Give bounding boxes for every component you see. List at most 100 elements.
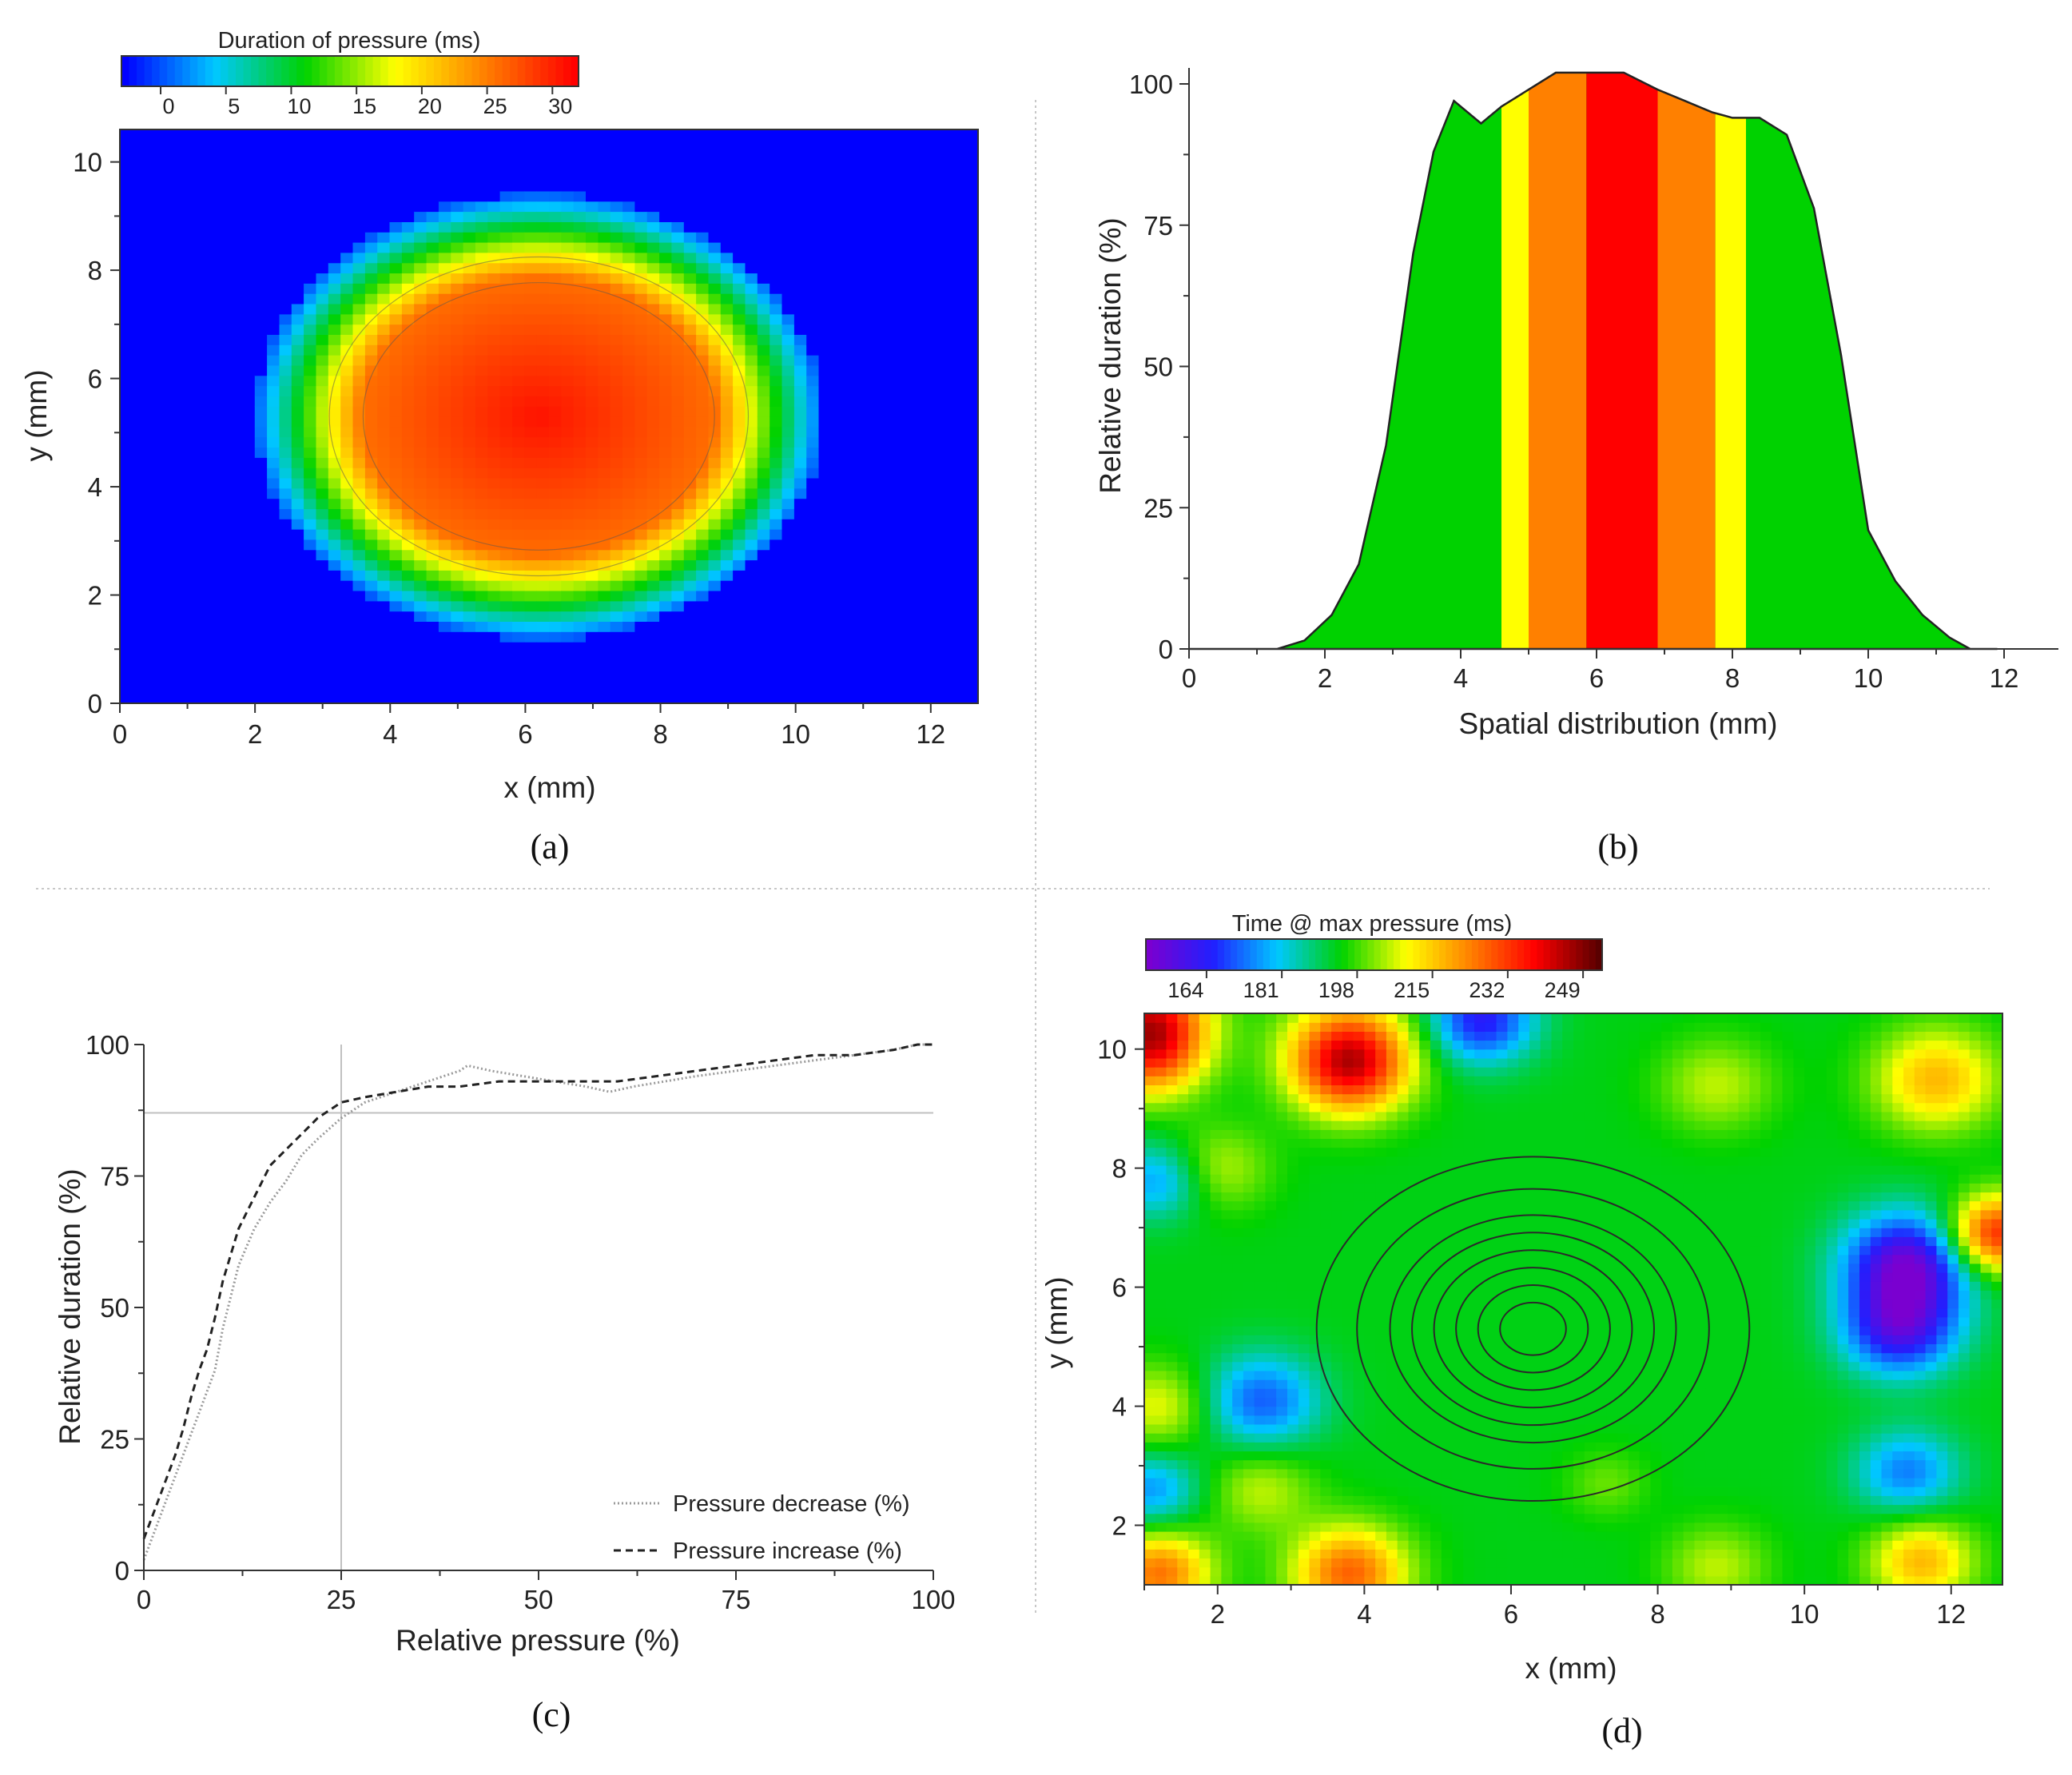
heat-cell: [683, 539, 697, 551]
heat-cell: [524, 672, 538, 683]
heat-cell: [328, 693, 341, 704]
heat-cell: [304, 232, 316, 243]
heat-cell: [1199, 1566, 1211, 1577]
heat-cell: [855, 621, 869, 632]
heat-cell: [1221, 1531, 1233, 1541]
heat-cell: [806, 396, 820, 407]
heat-cell: [818, 498, 832, 509]
heat-cell: [573, 201, 587, 213]
heat-cell: [205, 488, 219, 499]
heat-cell: [1210, 1192, 1222, 1202]
y-tick-label: 75: [1143, 211, 1173, 241]
heat-cell: [683, 498, 697, 509]
heat-cell: [1155, 1067, 1167, 1077]
heat-cell: [487, 651, 501, 663]
heat-cell: [1276, 1245, 1288, 1256]
heat-cell: [1188, 1388, 1200, 1398]
heat-cell: [745, 324, 758, 335]
heat-cell: [499, 447, 513, 458]
heat-cell: [793, 364, 807, 376]
heat-cell: [1287, 1531, 1299, 1541]
heat-cell: [1166, 1504, 1178, 1514]
heat-cell: [965, 273, 979, 284]
heat-cell: [549, 304, 562, 315]
heat-cell: [512, 396, 525, 407]
heat-cell: [426, 591, 439, 602]
heat-cell: [230, 364, 243, 376]
heat-cell: [1177, 1022, 1189, 1032]
heat-cell: [1221, 1076, 1233, 1085]
heat-cell: [499, 662, 513, 674]
heat-cell: [193, 447, 206, 458]
heat-cell: [733, 262, 746, 274]
heat-cell: [144, 201, 157, 213]
heat-cell: [536, 262, 550, 274]
heat-cell: [352, 252, 366, 264]
heat-cell: [364, 181, 378, 192]
heat-cell: [242, 621, 256, 632]
heat-cell: [475, 477, 488, 489]
heat-cell: [254, 293, 268, 304]
heat-cell: [573, 396, 587, 407]
heat-cell: [205, 190, 219, 202]
heat-cell: [770, 160, 783, 171]
heat-cell: [512, 683, 525, 694]
heat-cell: [1221, 1370, 1233, 1380]
heat-cell: [414, 600, 428, 612]
heat-cell: [917, 662, 930, 674]
heat-cell: [304, 283, 316, 294]
heat-cell: [1265, 1129, 1277, 1139]
heat-cell: [757, 304, 770, 315]
heat-cell: [1155, 1120, 1167, 1130]
heat-cell: [304, 549, 316, 561]
heat-cell: [217, 283, 231, 294]
heat-cell: [304, 457, 316, 468]
heat-cell: [524, 139, 538, 151]
heat-cell: [818, 232, 832, 243]
heat-cell: [917, 375, 930, 387]
heat-cell: [659, 457, 672, 468]
heat-cell: [217, 683, 231, 694]
heat-cell: [880, 591, 893, 602]
heat-cell: [1243, 1477, 1255, 1487]
heat-cell: [683, 436, 697, 448]
heat-cell: [279, 591, 292, 602]
heat-cell: [1166, 1067, 1178, 1077]
heat-cell: [524, 508, 538, 519]
heat-cell: [830, 242, 844, 253]
heat-cell: [1155, 1183, 1167, 1193]
heat-cell: [377, 642, 391, 653]
heat-cell: [1287, 1549, 1299, 1559]
colorbar-tick-label: 20: [418, 94, 442, 118]
heat-cell: [242, 488, 256, 499]
heat-cell: [316, 334, 329, 345]
heat-cell: [770, 436, 783, 448]
heat-cell: [499, 324, 513, 335]
heat-cell: [316, 324, 329, 335]
heat-cell: [316, 170, 329, 181]
heat-cell: [1199, 1397, 1211, 1407]
heat-cell: [573, 262, 587, 274]
heat-cell: [610, 468, 623, 479]
heat-cell: [1232, 1352, 1244, 1363]
colorbar-segment: [411, 56, 420, 86]
heat-cell: [536, 396, 550, 407]
heat-cell: [1188, 1245, 1200, 1256]
heat-cell: [524, 242, 538, 253]
heat-cell: [475, 355, 488, 366]
heat-cell: [941, 160, 954, 171]
heat-cell: [1210, 1335, 1222, 1344]
heat-cell: [1188, 1415, 1200, 1425]
heat-cell: [401, 344, 415, 356]
heat-cell: [401, 313, 415, 325]
heat-cell: [1166, 1228, 1178, 1237]
heat-cell: [340, 600, 354, 612]
heat-cell: [880, 477, 893, 489]
heat-cell: [463, 355, 476, 366]
heat-cell: [267, 436, 280, 448]
heat-cell: [561, 426, 575, 438]
heat-cell: [205, 693, 219, 704]
heat-cell: [696, 324, 709, 335]
heat-cell: [132, 426, 145, 438]
heat-cell: [745, 273, 758, 284]
